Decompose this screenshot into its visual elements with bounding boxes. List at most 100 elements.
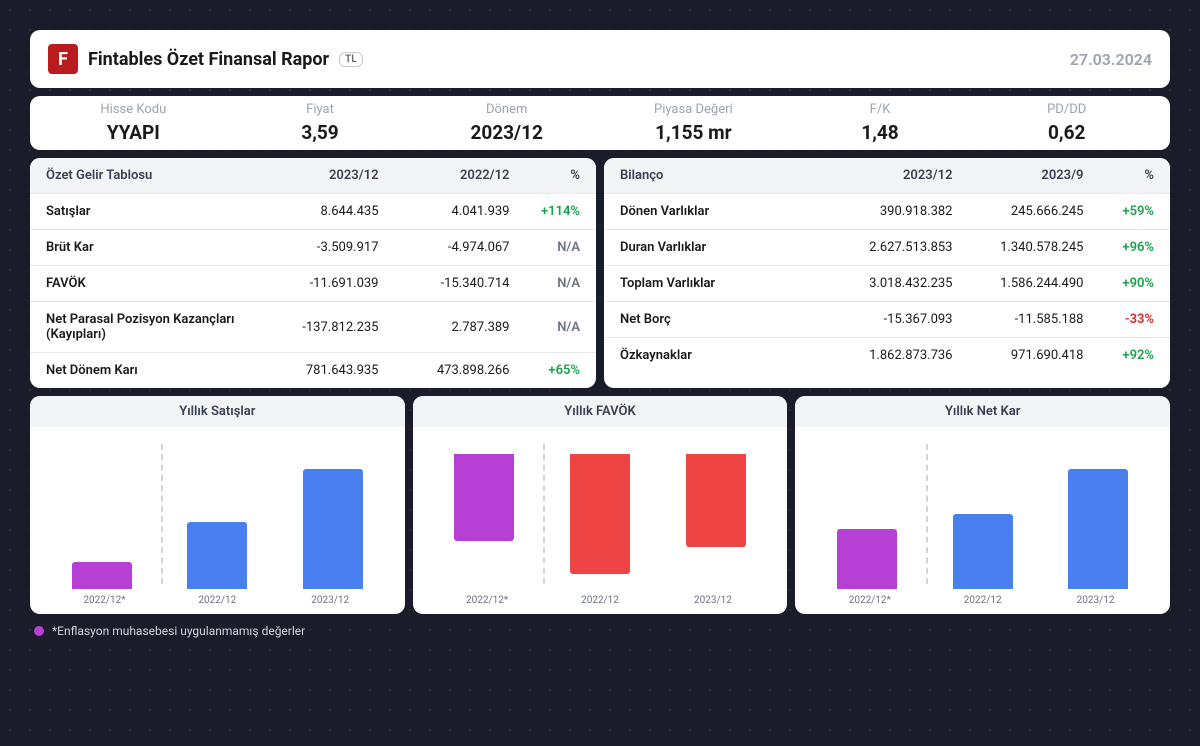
logo-icon: F (48, 44, 78, 74)
row-pct: +114% (509, 204, 580, 219)
bar-wrap (546, 439, 654, 589)
metric-label: F/K (787, 102, 974, 117)
metric-value: 1,155 mr (600, 121, 787, 144)
footnote-text: *Enflasyon muhasebesi uygulanmamış değer… (52, 624, 305, 638)
chart-labels: 2022/12*2022/122023/12 (48, 589, 387, 606)
row-value: 1.862.873.736 (822, 348, 953, 363)
chart-x-label: 2023/12 (656, 595, 769, 606)
metric-value: YYAPI (40, 121, 227, 144)
bar-wrap (813, 439, 921, 589)
chart-title: Yıllık Net Kar (795, 396, 1170, 427)
row-label: Toplam Varlıklar (620, 276, 822, 291)
row-label: Net Borç (620, 312, 822, 327)
table-row: FAVÖK -11.691.039 -15.340.714 N/A (30, 265, 596, 301)
row-value: 8.644.435 (248, 204, 379, 219)
bar-wrap (431, 439, 539, 589)
table-row: Duran Varlıklar 2.627.513.853 1.340.578.… (604, 229, 1170, 265)
row-value: 1.586.244.490 (953, 276, 1084, 291)
chart-card: Yıllık FAVÖK 2022/12*2022/122023/12 (413, 396, 788, 614)
col-header: % (1083, 168, 1154, 183)
row-value: -11.585.188 (953, 312, 1084, 327)
chart-plot (813, 439, 1152, 589)
header-card: F Fintables Özet Finansal Rapor TL 27.03… (30, 30, 1170, 88)
metric-label: Dönem (413, 102, 600, 117)
balance-table: Bilanço 2023/12 2023/9 % Dönen Varlıklar… (604, 158, 1170, 388)
metric-item: F/K 1,48 (787, 102, 974, 144)
table-row: Özkaynaklar 1.862.873.736 971.690.418 +9… (604, 337, 1170, 373)
chart-divider (543, 444, 545, 584)
chart-x-label: 2023/12 (1039, 595, 1152, 606)
metric-item: PD/DD 0,62 (973, 102, 1160, 144)
row-pct: N/A (509, 320, 580, 335)
chart-x-label: 2022/12* (813, 595, 926, 606)
chart-x-label: 2023/12 (274, 595, 387, 606)
metric-item: Piyasa Değeri 1,155 mr (600, 102, 787, 144)
row-pct: +90% (1083, 276, 1154, 291)
charts-row: Yıllık Satışlar 2022/12*2022/122023/12 Y… (30, 396, 1170, 614)
chart-labels: 2022/12*2022/122023/12 (813, 589, 1152, 606)
table-row: Net Parasal Pozisyon Kazançları (Kayıpla… (30, 301, 596, 352)
row-value: 390.918.382 (822, 204, 953, 219)
col-header: 2023/12 (248, 168, 379, 183)
col-header: 2023/12 (822, 168, 953, 183)
row-value: 2.787.389 (379, 320, 510, 335)
table-header: Bilanço 2023/12 2023/9 % (604, 158, 1170, 193)
metric-value: 1,48 (787, 121, 974, 144)
chart-x-label: 2022/12* (48, 595, 161, 606)
row-pct: +96% (1083, 240, 1154, 255)
table-row: Brüt Kar -3.509.917 -4.974.067 N/A (30, 229, 596, 265)
page-title: Fintables Özet Finansal Rapor (88, 49, 329, 70)
chart-x-label: 2022/12 (544, 595, 657, 606)
row-pct: +65% (509, 363, 580, 378)
chart-plot (48, 439, 387, 589)
row-value: 4.041.939 (379, 204, 510, 219)
row-value: -11.691.039 (248, 276, 379, 291)
row-label: FAVÖK (46, 276, 248, 291)
chart-labels: 2022/12*2022/122023/12 (431, 589, 770, 606)
metric-item: Hisse Kodu YYAPI (40, 102, 227, 144)
metrics-card: Hisse Kodu YYAPIFiyat 3,59Dönem 2023/12P… (30, 96, 1170, 150)
metric-label: Hisse Kodu (40, 102, 227, 117)
row-label: Dönen Varlıklar (620, 204, 822, 219)
row-value: 2.627.513.853 (822, 240, 953, 255)
col-header: 2023/9 (953, 168, 1084, 183)
footnote-dot-icon (34, 626, 44, 636)
header-left: F Fintables Özet Finansal Rapor TL (48, 44, 363, 74)
row-pct: N/A (509, 276, 580, 291)
chart-card: Yıllık Satışlar 2022/12*2022/122023/12 (30, 396, 405, 614)
table-title: Bilanço (620, 168, 822, 183)
metric-item: Dönem 2023/12 (413, 102, 600, 144)
row-pct: +92% (1083, 348, 1154, 363)
col-header: % (509, 168, 580, 183)
metric-value: 0,62 (973, 121, 1160, 144)
metric-label: Fiyat (227, 102, 414, 117)
bar-wrap (662, 439, 770, 589)
row-pct: N/A (509, 240, 580, 255)
row-pct: -33% (1083, 312, 1154, 327)
bar-wrap (1044, 439, 1152, 589)
chart-title: Yıllık FAVÖK (413, 396, 788, 427)
row-value: 781.643.935 (248, 363, 379, 378)
chart-bar (570, 454, 630, 574)
row-value: -4.974.067 (379, 240, 510, 255)
table-row: Net Dönem Karı 781.643.935 473.898.266 +… (30, 352, 596, 388)
row-value: 473.898.266 (379, 363, 510, 378)
chart-bar (72, 562, 132, 589)
chart-bar (1068, 469, 1128, 589)
table-header: Özet Gelir Tablosu 2023/12 2022/12 % (30, 158, 596, 193)
bar-wrap (279, 439, 387, 589)
row-pct: +59% (1083, 204, 1154, 219)
chart-card: Yıllık Net Kar 2022/12*2022/122023/12 (795, 396, 1170, 614)
metric-label: PD/DD (973, 102, 1160, 117)
chart-bar (303, 469, 363, 589)
row-label: Özkaynaklar (620, 348, 822, 363)
footnote: *Enflasyon muhasebesi uygulanmamış değer… (30, 624, 1170, 638)
metric-item: Fiyat 3,59 (227, 102, 414, 144)
row-value: -15.367.093 (822, 312, 953, 327)
bar-wrap (164, 439, 272, 589)
chart-x-label: 2022/12 (161, 595, 274, 606)
chart-bar (953, 514, 1013, 589)
chart-bar (454, 454, 514, 541)
row-value: 971.690.418 (953, 348, 1084, 363)
table-row: Satışlar 8.644.435 4.041.939 +114% (30, 193, 596, 229)
